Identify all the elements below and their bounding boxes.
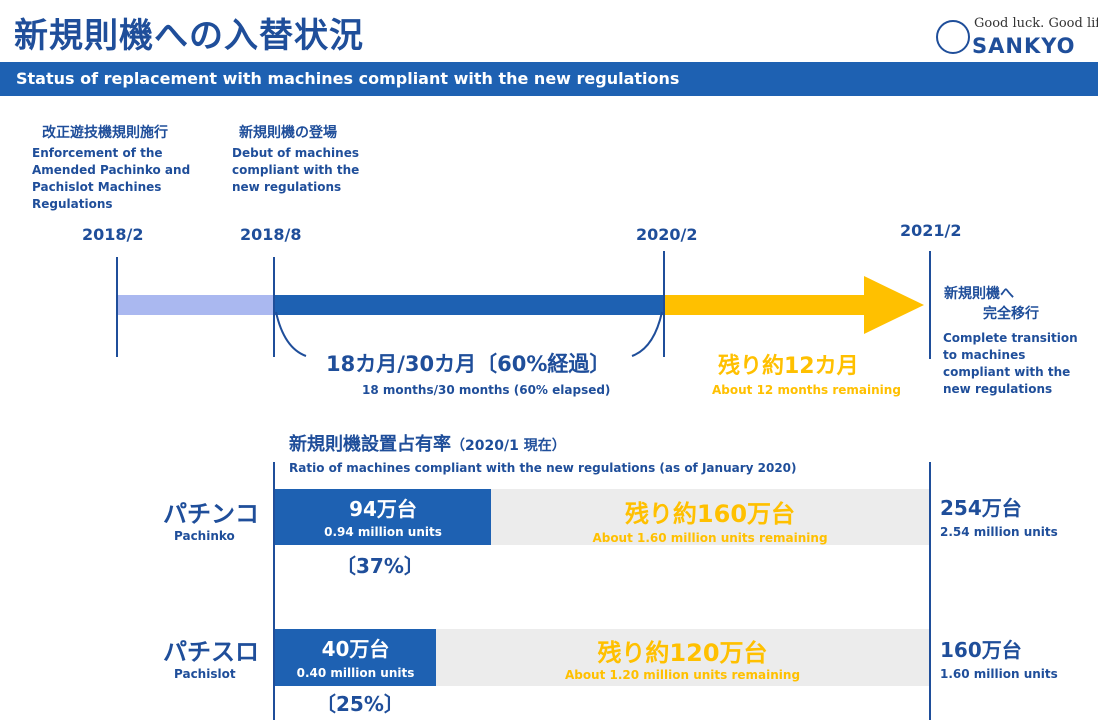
final-jp-line1: 新規則機へ bbox=[944, 286, 1014, 302]
ratio-title-date: （2020/1 現在） bbox=[451, 438, 566, 454]
remaining-label-jp: 残り約12カ月 bbox=[718, 354, 859, 379]
marker-2018-8 bbox=[273, 257, 275, 357]
pachinko-installed-en: 0.94 million units bbox=[324, 525, 442, 539]
page-title: 新規則機への入替状況 bbox=[14, 16, 364, 56]
bar-pachinko-installed bbox=[275, 489, 491, 545]
row-pachinko-en: Pachinko bbox=[174, 529, 235, 543]
pachislot-installed-jp: 40万台 bbox=[321, 637, 390, 661]
pachinko-total-jp: 254万台 bbox=[940, 496, 1022, 520]
elapsed-bar bbox=[275, 295, 663, 315]
pachinko-remaining-en: About 1.60 million units remaining bbox=[592, 531, 828, 545]
date-2018-8: 2018/8 bbox=[240, 225, 302, 244]
ratio-title-jp: 新規則機設置占有率（2020/1 現在） bbox=[289, 430, 566, 456]
pachinko-total-en: 2.54 million units bbox=[940, 525, 1058, 539]
pachislot-total-jp: 160万台 bbox=[940, 638, 1022, 662]
event-2-en: Debut of machines compliant with the new… bbox=[232, 146, 360, 194]
event-1-en: Enforcement of the Amended Pachinko and … bbox=[32, 146, 191, 211]
date-2020-2: 2020/2 bbox=[636, 225, 698, 244]
logo-brand: SANKYO bbox=[972, 34, 1076, 58]
elapsed-bracket bbox=[275, 311, 663, 357]
event-2-jp: 新規則機の登場 bbox=[239, 125, 337, 141]
date-2021-2: 2021/2 bbox=[900, 221, 962, 240]
bar-pachislot-installed bbox=[275, 629, 436, 686]
final-jp-line2: 完全移行 bbox=[983, 306, 1039, 322]
chart-left-axis bbox=[273, 462, 275, 720]
remaining-bar bbox=[665, 295, 867, 315]
pachislot-total-en: 1.60 million units bbox=[940, 667, 1058, 681]
date-2018-2: 2018/2 bbox=[82, 225, 144, 244]
remaining-arrowhead-icon bbox=[864, 276, 924, 334]
pachinko-installed-jp: 94万台 bbox=[349, 497, 417, 521]
marker-2021-2 bbox=[929, 251, 931, 359]
pachislot-remaining-jp: 残り約120万台 bbox=[597, 639, 768, 667]
pachinko-remaining-jp: 残り約160万台 bbox=[624, 500, 796, 528]
section-banner bbox=[0, 62, 1098, 96]
pre-debut-bar bbox=[118, 295, 273, 315]
sankyo-logo-mark-icon bbox=[936, 20, 970, 54]
elapsed-label-en: 18 months/30 months (60% elapsed) bbox=[362, 383, 611, 397]
marker-2018-2 bbox=[116, 257, 118, 357]
ratio-subtitle-en: Ratio of machines compliant with the new… bbox=[289, 461, 797, 475]
logo-tagline: Good luck. Good life. bbox=[974, 16, 1098, 31]
elapsed-label-jp: 18カ月/30カ月〔60%経過〕 bbox=[326, 352, 611, 376]
row-pachislot-en: Pachislot bbox=[174, 667, 236, 681]
pachislot-remaining-en: About 1.20 million units remaining bbox=[564, 668, 801, 682]
event-1-jp: 改正遊技機規則施行 bbox=[42, 125, 168, 141]
row-pachinko-jp: パチンコ bbox=[163, 500, 259, 528]
final-en: Complete transition to machines complian… bbox=[943, 331, 1078, 396]
chart-right-axis bbox=[929, 462, 931, 720]
pachislot-installed-pct: 〔25%〕 bbox=[316, 692, 404, 716]
banner-text: Status of replacement with machines comp… bbox=[16, 69, 680, 88]
row-pachislot-jp: パチスロ bbox=[163, 638, 259, 666]
pachinko-installed-pct: 〔37%〕 bbox=[336, 554, 424, 578]
remaining-label-en: About 12 months remaining bbox=[712, 383, 901, 397]
marker-2020-2 bbox=[663, 251, 665, 357]
pachislot-installed-en: 0.40 million units bbox=[296, 666, 415, 680]
ratio-title-main: 新規則機設置占有率 bbox=[289, 434, 451, 455]
